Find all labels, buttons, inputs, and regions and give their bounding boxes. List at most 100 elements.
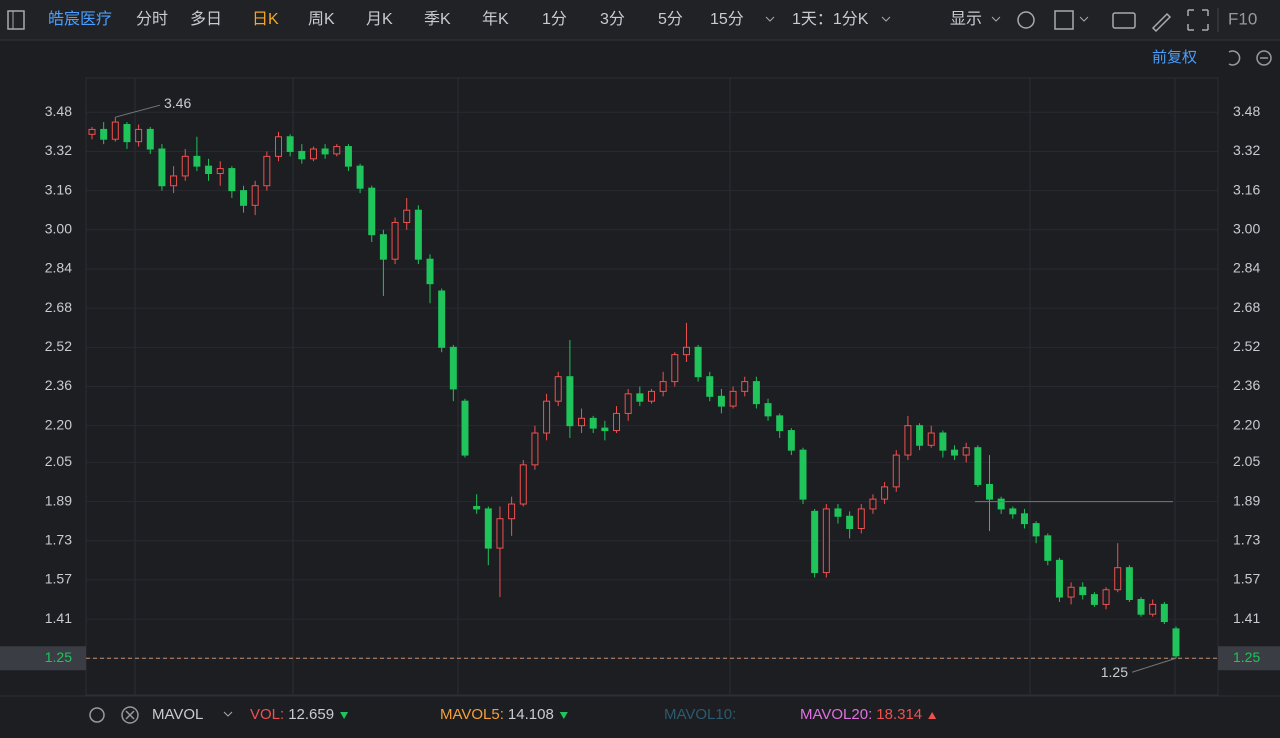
candle-body — [962, 447, 970, 456]
candle-body — [484, 508, 492, 549]
candle-body — [1044, 535, 1052, 561]
period-tab[interactable]: 周K — [308, 11, 335, 28]
candle-body — [1125, 567, 1133, 601]
high-label: 3.46 — [164, 95, 191, 111]
period-tab[interactable]: 日K — [252, 11, 279, 28]
y-tick-label: 2.68 — [45, 299, 72, 315]
candle-body — [1055, 559, 1063, 598]
pen-icon[interactable] — [1151, 12, 1172, 33]
candle-body — [799, 449, 807, 500]
y-tick-label-right: 2.52 — [1233, 338, 1260, 354]
indicator-close-icon[interactable] — [121, 706, 139, 724]
candle-body — [869, 498, 877, 510]
period-tab[interactable]: 1分 — [542, 10, 567, 28]
candle-body — [974, 447, 982, 485]
candle-body — [286, 136, 294, 152]
candle-body — [857, 508, 865, 530]
square-icon[interactable] — [1054, 10, 1074, 30]
y-tick-label-right: 3.16 — [1233, 181, 1260, 197]
adjust-mode[interactable]: 前复权 — [1152, 48, 1197, 66]
candle-body — [904, 425, 912, 456]
y-tick-label-right: 2.20 — [1233, 416, 1260, 432]
candle-body — [426, 258, 434, 285]
candle-body — [881, 486, 889, 500]
fullscreen-icon[interactable] — [1187, 9, 1209, 31]
y-tick-label: 3.32 — [45, 142, 72, 158]
candle-body — [473, 505, 481, 510]
candle-body — [1137, 599, 1145, 615]
range-select[interactable]: 1天：1分K — [792, 10, 869, 28]
y-tick-label: 2.05 — [45, 453, 72, 469]
candle-body — [601, 427, 609, 432]
indicator-name[interactable]: MAVOL — [152, 706, 203, 723]
plot: 3.48 3.48 3.32 3.32 3.16 3.16 3.00 3.00 2.84 2.84… — [0, 95, 1280, 680]
candle-body — [706, 376, 714, 397]
period-tab[interactable]: 年K — [482, 10, 509, 28]
y-tick-label-right: 2.36 — [1233, 377, 1260, 393]
indicator-settings-icon[interactable] — [89, 707, 105, 723]
candle-body — [986, 483, 994, 500]
y-tick-label-right: 2.05 — [1233, 453, 1260, 469]
period-tab[interactable]: 15分 — [710, 10, 744, 28]
candle-body — [333, 146, 341, 155]
y-tick-label: 1.89 — [45, 492, 72, 508]
zoom-out-icon[interactable] — [1256, 50, 1272, 66]
display-menu[interactable]: 显示 — [950, 11, 982, 28]
period-tab[interactable]: 多日 — [190, 10, 222, 28]
period-tabs: 分时 多日 日K 周K 月K 季K 年K 1分 3分 5分 15分 — [136, 10, 744, 28]
candle-body — [1160, 603, 1168, 623]
candle-body — [111, 121, 119, 140]
chevron — [765, 16, 775, 22]
candle-body — [997, 498, 1005, 510]
period-tab[interactable]: 分时 — [136, 10, 168, 28]
period-tab[interactable]: 5分 — [658, 10, 683, 28]
candle-body — [892, 454, 900, 488]
candle-body — [811, 510, 819, 574]
f10-button[interactable]: F10 — [1228, 9, 1257, 28]
candle-body — [927, 432, 935, 446]
period-tab[interactable]: 3分 — [600, 10, 625, 28]
y-tick-label: 3.48 — [45, 103, 72, 119]
stock-name[interactable]: 皓宸医疗 — [48, 10, 112, 28]
y-tick-label-right: 3.48 — [1233, 103, 1260, 119]
high-pointer — [115, 104, 161, 118]
chevron — [1079, 16, 1089, 22]
candle-body — [939, 432, 947, 451]
period-tab[interactable]: 月K — [366, 11, 393, 28]
candle-body — [1009, 508, 1017, 515]
candle-body — [508, 503, 516, 520]
y-tick-label: 1.41 — [45, 610, 72, 626]
y-tick-label-right: 1.73 — [1233, 531, 1260, 547]
candle-body — [1102, 589, 1110, 605]
candle-body — [1090, 594, 1098, 605]
camera-icon[interactable] — [1112, 12, 1136, 29]
indicator-label: MAVOL10: — [664, 706, 736, 723]
candle-body — [158, 148, 166, 187]
candle-body — [613, 412, 621, 432]
candle-body — [414, 209, 422, 260]
candle-body — [752, 381, 760, 405]
candle-body — [1114, 567, 1122, 591]
candle-body — [1032, 523, 1040, 537]
candle-body — [566, 376, 574, 427]
candle-body — [181, 155, 189, 177]
settings-icon[interactable] — [1017, 11, 1035, 29]
candle-body — [578, 417, 586, 427]
indicator-values: VOL: 12.659 MAVOL5: 14.108 MAVOL10: MAVOL20: 1… — [250, 706, 937, 723]
candle-body — [694, 346, 702, 378]
sidebar-toggle-icon[interactable] — [7, 10, 25, 30]
y-tick-label: 3.16 — [45, 181, 72, 197]
candle-body — [659, 381, 667, 392]
undo-icon[interactable] — [1228, 50, 1241, 66]
candle-body — [88, 128, 96, 135]
candle-body — [344, 146, 352, 167]
trend-arrow — [559, 712, 568, 719]
period-tab[interactable]: 季K — [424, 10, 451, 28]
candle-body — [1020, 513, 1028, 525]
y-tick-label: 3.00 — [45, 221, 72, 237]
y-tick-label: 2.52 — [45, 338, 72, 354]
low-label: 1.25 — [1101, 664, 1128, 680]
trend-arrow — [340, 712, 349, 719]
